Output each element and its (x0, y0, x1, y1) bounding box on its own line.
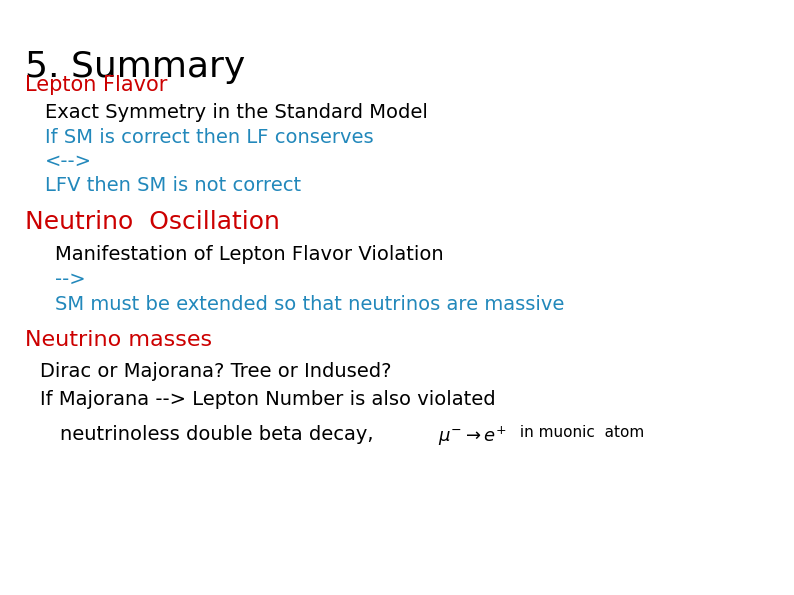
Text: Dirac or Majorana? Tree or Indused?: Dirac or Majorana? Tree or Indused? (40, 362, 391, 381)
Text: Exact Symmetry in the Standard Model: Exact Symmetry in the Standard Model (45, 103, 428, 122)
Text: Manifestation of Lepton Flavor Violation: Manifestation of Lepton Flavor Violation (55, 245, 444, 264)
Text: neutrinoless double beta decay,: neutrinoless double beta decay, (60, 425, 373, 444)
Text: <-->: <--> (45, 152, 92, 171)
Text: 5. Summary: 5. Summary (25, 50, 245, 84)
Text: LFV then SM is not correct: LFV then SM is not correct (45, 176, 301, 195)
Text: SM must be extended so that neutrinos are massive: SM must be extended so that neutrinos ar… (55, 295, 565, 314)
Text: Neutrino  Oscillation: Neutrino Oscillation (25, 210, 279, 234)
Text: If Majorana --> Lepton Number is also violated: If Majorana --> Lepton Number is also vi… (40, 390, 495, 409)
Text: Lepton Flavor: Lepton Flavor (25, 75, 168, 95)
Text: $\mu^{-} \rightarrow e^{+}$: $\mu^{-} \rightarrow e^{+}$ (438, 425, 507, 448)
Text: If SM is correct then LF conserves: If SM is correct then LF conserves (45, 128, 374, 147)
Text: in muonic  atom: in muonic atom (515, 425, 644, 440)
Text: -->: --> (55, 270, 86, 289)
Text: Neutrino masses: Neutrino masses (25, 330, 212, 350)
